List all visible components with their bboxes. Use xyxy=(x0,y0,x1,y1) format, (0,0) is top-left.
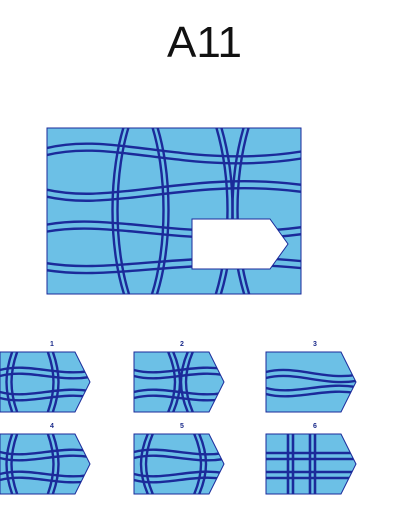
answer-option-5[interactable] xyxy=(133,429,229,499)
answer-option-1[interactable] xyxy=(0,347,95,417)
option-number-4: 4 xyxy=(50,423,54,430)
main-pattern-panel xyxy=(46,127,302,295)
puzzle-title: A11 xyxy=(166,18,243,67)
option-number-6: 6 xyxy=(313,423,317,430)
option-number-3: 3 xyxy=(313,341,317,348)
answer-option-2[interactable] xyxy=(133,347,229,417)
answer-option-4[interactable] xyxy=(0,429,95,499)
missing-piece-cutout xyxy=(191,218,289,270)
option-number-2: 2 xyxy=(180,341,184,348)
answer-option-6[interactable] xyxy=(265,429,361,499)
option-number-5: 5 xyxy=(180,423,184,430)
option-number-1: 1 xyxy=(50,341,54,348)
answer-option-3[interactable] xyxy=(265,351,361,413)
